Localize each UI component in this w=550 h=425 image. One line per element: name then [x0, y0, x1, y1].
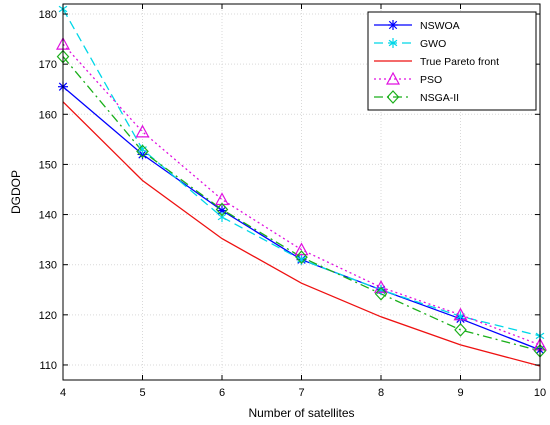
y-tick-label: 110 — [39, 360, 57, 372]
y-tick-label: 160 — [39, 109, 57, 121]
legend-item: NSWOA — [374, 20, 460, 32]
legend-label: PSO — [420, 74, 442, 86]
legend-item: True Pareto front — [374, 56, 499, 68]
data-point-3-1 — [135, 124, 150, 138]
data-point-4-5 — [454, 322, 467, 337]
data-point-4-1 — [136, 144, 149, 159]
series-markers — [55, 4, 548, 358]
legend-label: True Pareto front — [420, 56, 499, 68]
legend-item: NSGA-II — [374, 90, 459, 104]
legend-marker — [385, 71, 401, 85]
y-tick-label: 130 — [39, 260, 57, 272]
data-point-4-4 — [374, 286, 388, 301]
legend-item: GWO — [374, 38, 446, 50]
data-point-4-2 — [215, 202, 229, 217]
legend: NSWOA GWO True Pareto front PSO NSGA-II — [367, 11, 537, 111]
legend-marker — [388, 38, 398, 48]
series-line-4 — [62, 56, 541, 352]
y-tick-label: 150 — [39, 159, 57, 171]
x-tick-label: 8 — [378, 387, 384, 399]
data-point-3-5 — [453, 307, 468, 321]
x-tick-label: 4 — [60, 387, 66, 399]
x-tick-label: 7 — [298, 387, 304, 399]
x-tick-label: 9 — [457, 387, 463, 399]
data-point-1-4 — [376, 284, 386, 295]
axis-ticks: 4 5 6 7 8 9 10 110 120 130 140 150 160 170 180 — [39, 4, 546, 399]
data-point-3-2 — [214, 192, 230, 206]
legend-label: NSWOA — [420, 20, 460, 32]
legend-item: PSO — [374, 71, 442, 86]
x-axis-label: Number of satellites — [248, 406, 354, 420]
series-line-2 — [62, 101, 541, 367]
data-point-4-3 — [295, 250, 308, 265]
y-tick-label: 170 — [39, 59, 57, 71]
y-tick-label: 180 — [39, 9, 57, 21]
data-point-3-4 — [373, 280, 389, 293]
y-axis-label: DGDOP — [9, 170, 23, 214]
data-point-3-3 — [294, 242, 309, 256]
legend-marker — [386, 90, 400, 104]
x-tick-label: 5 — [139, 387, 145, 399]
data-point-1-2 — [217, 212, 227, 223]
series-line-3 — [62, 43, 541, 346]
x-tick-label: 6 — [219, 387, 225, 399]
legend-label: GWO — [420, 38, 446, 50]
x-tick-label: 10 — [534, 387, 546, 399]
legend-label: NSGA-II — [420, 92, 459, 104]
y-tick-label: 140 — [39, 210, 57, 222]
legend-marker — [388, 20, 398, 30]
y-tick-label: 120 — [39, 310, 57, 322]
